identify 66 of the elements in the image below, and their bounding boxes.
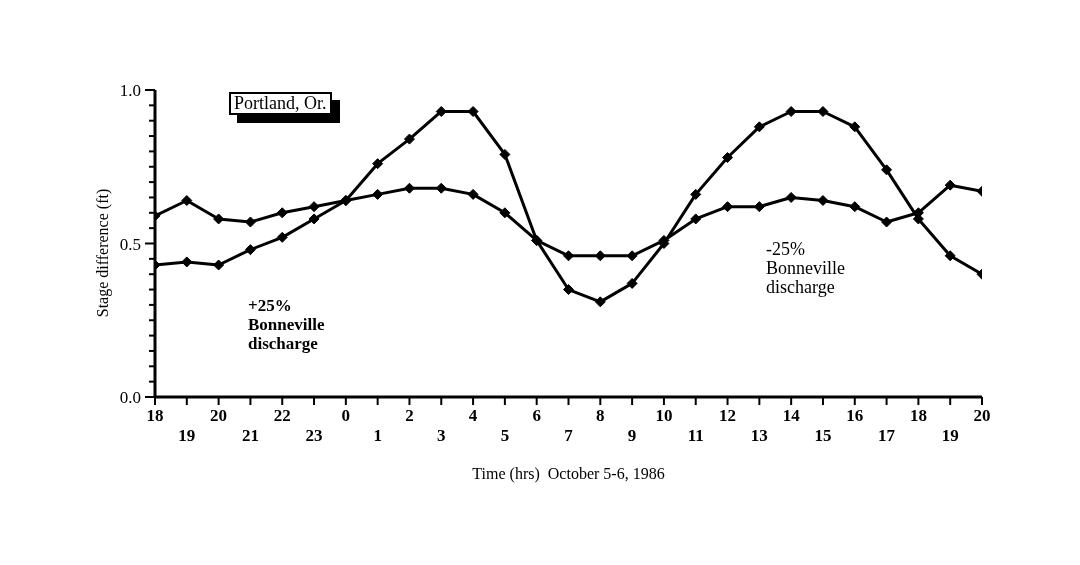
y-tick-label: 1.0 xyxy=(119,81,141,100)
x-tick-label: 4 xyxy=(468,406,478,425)
x-tick-label: 19 xyxy=(178,426,196,445)
x-tick-label: 18 xyxy=(146,406,164,425)
x-tick-label: 6 xyxy=(532,406,541,425)
point xyxy=(690,188,702,200)
annotation: +25% Bonneville discharge xyxy=(248,296,325,353)
y-tick-label: 0.5 xyxy=(119,234,141,254)
x-tick-label: 9 xyxy=(627,426,637,445)
x-tick-label: 14 xyxy=(782,406,801,425)
x-tick-label: 16 xyxy=(846,406,864,425)
point xyxy=(213,259,225,271)
point xyxy=(308,213,320,225)
x-tick-label: 20 xyxy=(973,406,991,425)
x-tick-label: 0 xyxy=(341,406,351,425)
point xyxy=(499,148,511,160)
point xyxy=(308,201,320,213)
point xyxy=(849,201,861,213)
point xyxy=(594,296,606,308)
point xyxy=(499,207,511,219)
x-tick-label: 5 xyxy=(500,426,510,445)
point xyxy=(753,121,765,133)
y-tick-label: 0.0 xyxy=(119,388,141,407)
x-tick-label: 10 xyxy=(655,406,673,425)
x-tick-label: 2 xyxy=(405,406,414,425)
x-tick-label: 15 xyxy=(814,426,832,445)
point xyxy=(849,121,861,133)
point xyxy=(944,250,956,262)
x-tick-label: 20 xyxy=(210,406,228,425)
x-axis-title: Time (hrs) October 5-6, 1986 xyxy=(471,465,666,483)
x-tick-label: 13 xyxy=(750,426,768,445)
point xyxy=(785,191,797,203)
point xyxy=(626,250,638,262)
point xyxy=(276,231,288,243)
x-tick-label: 19 xyxy=(941,426,959,445)
point xyxy=(372,158,384,170)
point xyxy=(563,250,574,262)
point xyxy=(467,188,479,200)
annotation: Portland, Or. xyxy=(234,93,327,113)
x-tick-label: 18 xyxy=(909,406,927,425)
x-tick-label: 1 xyxy=(373,426,382,445)
point xyxy=(563,284,574,296)
x-tick-label: 22 xyxy=(273,406,291,425)
point xyxy=(690,213,702,225)
point xyxy=(181,195,193,207)
y-axis-title: Stage difference (ft) xyxy=(94,187,112,320)
x-tick-label: 17 xyxy=(878,426,896,445)
point xyxy=(944,179,956,191)
x-tick-label: 8 xyxy=(596,406,605,425)
point xyxy=(817,195,829,207)
x-tick-label: 7 xyxy=(564,426,574,445)
point xyxy=(403,133,415,145)
point xyxy=(244,244,256,256)
x-tick-label: 3 xyxy=(437,426,446,445)
point xyxy=(722,152,734,164)
x-tick-label: 23 xyxy=(305,426,323,445)
point xyxy=(276,207,288,219)
point xyxy=(881,216,893,228)
x-tick-label: 11 xyxy=(687,426,704,445)
x-tick-label: 12 xyxy=(719,406,737,425)
point xyxy=(881,164,893,176)
x-tick-label: 21 xyxy=(241,426,259,445)
annotation: -25% Bonneville discharge xyxy=(766,239,845,297)
point xyxy=(403,182,415,194)
point xyxy=(626,277,638,289)
point xyxy=(372,188,384,200)
